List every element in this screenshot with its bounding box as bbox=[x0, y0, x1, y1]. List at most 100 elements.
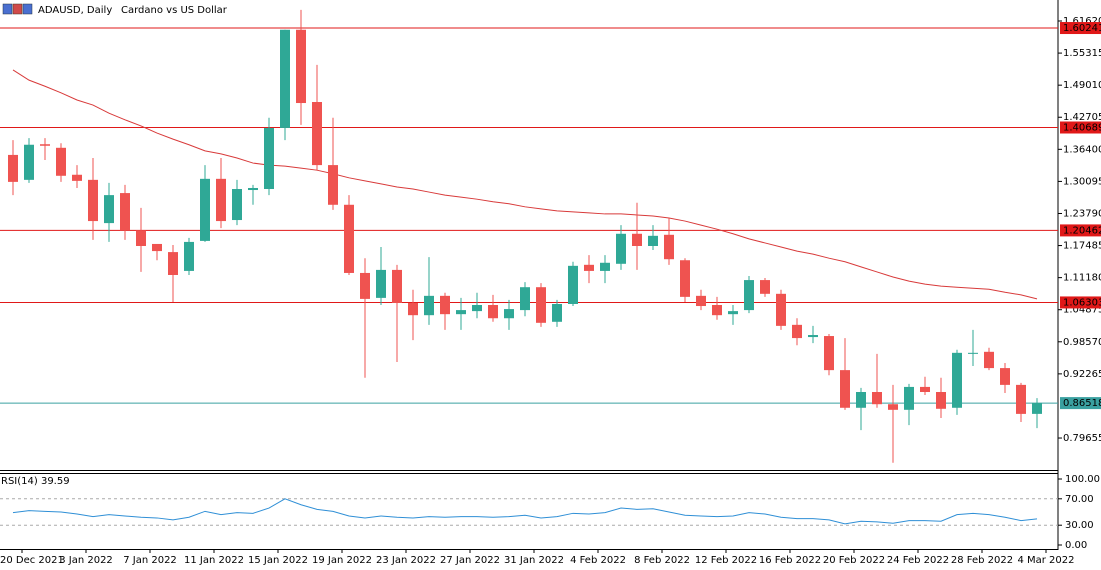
y-tick-label: 1.42705 bbox=[1063, 112, 1101, 123]
candle-body bbox=[792, 324, 802, 339]
level-label: 1.20462 bbox=[1063, 225, 1101, 236]
candle-body bbox=[136, 230, 146, 246]
candle-body bbox=[664, 234, 674, 260]
candle-body bbox=[56, 147, 66, 176]
moving-average bbox=[12, 69, 1038, 300]
candle-body bbox=[376, 269, 386, 298]
candle-body bbox=[840, 370, 850, 408]
candle-body bbox=[776, 293, 786, 326]
y-tick-label: 0.79655 bbox=[1063, 433, 1101, 444]
x-tick-label: 16 Feb 2022 bbox=[759, 555, 821, 566]
candle-body bbox=[1016, 384, 1026, 414]
x-tick-label: 20 Feb 2022 bbox=[823, 555, 885, 566]
rsi-tick-label: 70.00 bbox=[1065, 494, 1094, 505]
level-label-bg bbox=[1060, 296, 1101, 309]
y-tick-label: 1.23790 bbox=[1063, 208, 1101, 219]
candle-body bbox=[328, 165, 338, 205]
candle-body bbox=[808, 335, 818, 338]
candle-body bbox=[424, 295, 434, 316]
candle-body bbox=[936, 392, 946, 409]
candle-body bbox=[456, 310, 466, 315]
candle-body bbox=[1032, 402, 1042, 414]
candle-body bbox=[600, 262, 610, 271]
candle-body bbox=[120, 193, 130, 231]
candle-body bbox=[344, 204, 354, 273]
candle-body bbox=[104, 195, 114, 224]
candle-body bbox=[1000, 368, 1010, 385]
level-label: 1.06303 bbox=[1063, 297, 1101, 308]
candle-body bbox=[584, 264, 594, 271]
x-tick-label: 7 Jan 2022 bbox=[123, 555, 177, 566]
candle-body bbox=[200, 178, 210, 241]
candle-body bbox=[232, 189, 242, 221]
x-tick-label: 20 Dec 2021 bbox=[0, 555, 64, 566]
rsi-line bbox=[12, 498, 1038, 525]
candle-body bbox=[440, 295, 450, 315]
candle-body bbox=[504, 309, 514, 319]
x-tick-label: 27 Jan 2022 bbox=[440, 555, 500, 566]
y-tick-label: 1.49010 bbox=[1063, 80, 1101, 91]
candle-body bbox=[72, 174, 82, 181]
candle-body bbox=[568, 265, 578, 304]
x-tick-label: 4 Feb 2022 bbox=[570, 555, 626, 566]
chart-subtitle: Cardano vs US Dollar bbox=[121, 5, 228, 16]
candle-body bbox=[408, 302, 418, 316]
y-tick-label: 0.98570 bbox=[1063, 337, 1101, 348]
candle-body bbox=[536, 287, 546, 323]
y-tick-label: 1.04875 bbox=[1063, 305, 1101, 316]
candle-body bbox=[392, 269, 402, 303]
y-tick-label: 0.92265 bbox=[1063, 369, 1101, 380]
candle-body bbox=[920, 386, 930, 393]
level-label-bg bbox=[1060, 121, 1101, 134]
candle-body bbox=[856, 392, 866, 408]
candle-body bbox=[648, 235, 658, 246]
candle-body bbox=[760, 280, 770, 294]
candle-body bbox=[744, 280, 754, 311]
candle-body bbox=[24, 144, 34, 180]
candle-body bbox=[872, 392, 882, 405]
candle-body bbox=[8, 154, 18, 182]
x-tick-label: 15 Jan 2022 bbox=[248, 555, 308, 566]
candle-body bbox=[312, 102, 322, 166]
candle-body bbox=[264, 127, 274, 190]
rsi-tick-label: 30.00 bbox=[1065, 520, 1094, 531]
candle-body bbox=[88, 179, 98, 222]
candle-body bbox=[824, 336, 834, 371]
x-tick-label: 4 Mar 2022 bbox=[1017, 555, 1074, 566]
candle-body bbox=[888, 404, 898, 410]
rsi-title: RSI(14) 39.59 bbox=[1, 476, 70, 487]
candle-body bbox=[520, 287, 530, 311]
x-tick-label: 19 Jan 2022 bbox=[312, 555, 372, 566]
rsi-tick-label: 0.00 bbox=[1065, 540, 1087, 551]
candle-body bbox=[488, 305, 498, 319]
y-tick-label: 1.17485 bbox=[1063, 241, 1101, 252]
candle-body bbox=[168, 252, 178, 275]
candle-body bbox=[680, 260, 690, 297]
candle-body bbox=[552, 303, 562, 322]
candle-body bbox=[696, 295, 706, 307]
candle-body bbox=[728, 311, 738, 315]
x-tick-label: 12 Feb 2022 bbox=[695, 555, 757, 566]
y-tick-label: 1.61620 bbox=[1063, 16, 1101, 27]
candle-body bbox=[632, 233, 642, 246]
candle-body bbox=[984, 351, 994, 369]
level-label-bg bbox=[1060, 22, 1101, 35]
x-tick-label: 28 Feb 2022 bbox=[951, 555, 1013, 566]
candle-body bbox=[968, 352, 978, 354]
y-tick-label: 1.30095 bbox=[1063, 176, 1101, 187]
candle-body bbox=[216, 178, 226, 222]
y-tick-label: 1.36400 bbox=[1063, 144, 1101, 155]
x-tick-label: 24 Feb 2022 bbox=[887, 555, 949, 566]
symbol-icon bbox=[2, 3, 33, 15]
x-tick-label: 8 Feb 2022 bbox=[634, 555, 690, 566]
y-tick-label: 1.11180 bbox=[1063, 273, 1101, 284]
level-label-bg bbox=[1060, 397, 1101, 410]
level-label: 1.40689 bbox=[1063, 123, 1101, 134]
candle-body bbox=[712, 305, 722, 316]
x-tick-label: 3 Jan 2022 bbox=[59, 555, 113, 566]
chart-title: ADAUSD, Daily bbox=[38, 5, 112, 16]
candle-body bbox=[40, 144, 50, 146]
level-label: 1.60241 bbox=[1063, 23, 1101, 34]
candle-body bbox=[296, 29, 306, 104]
